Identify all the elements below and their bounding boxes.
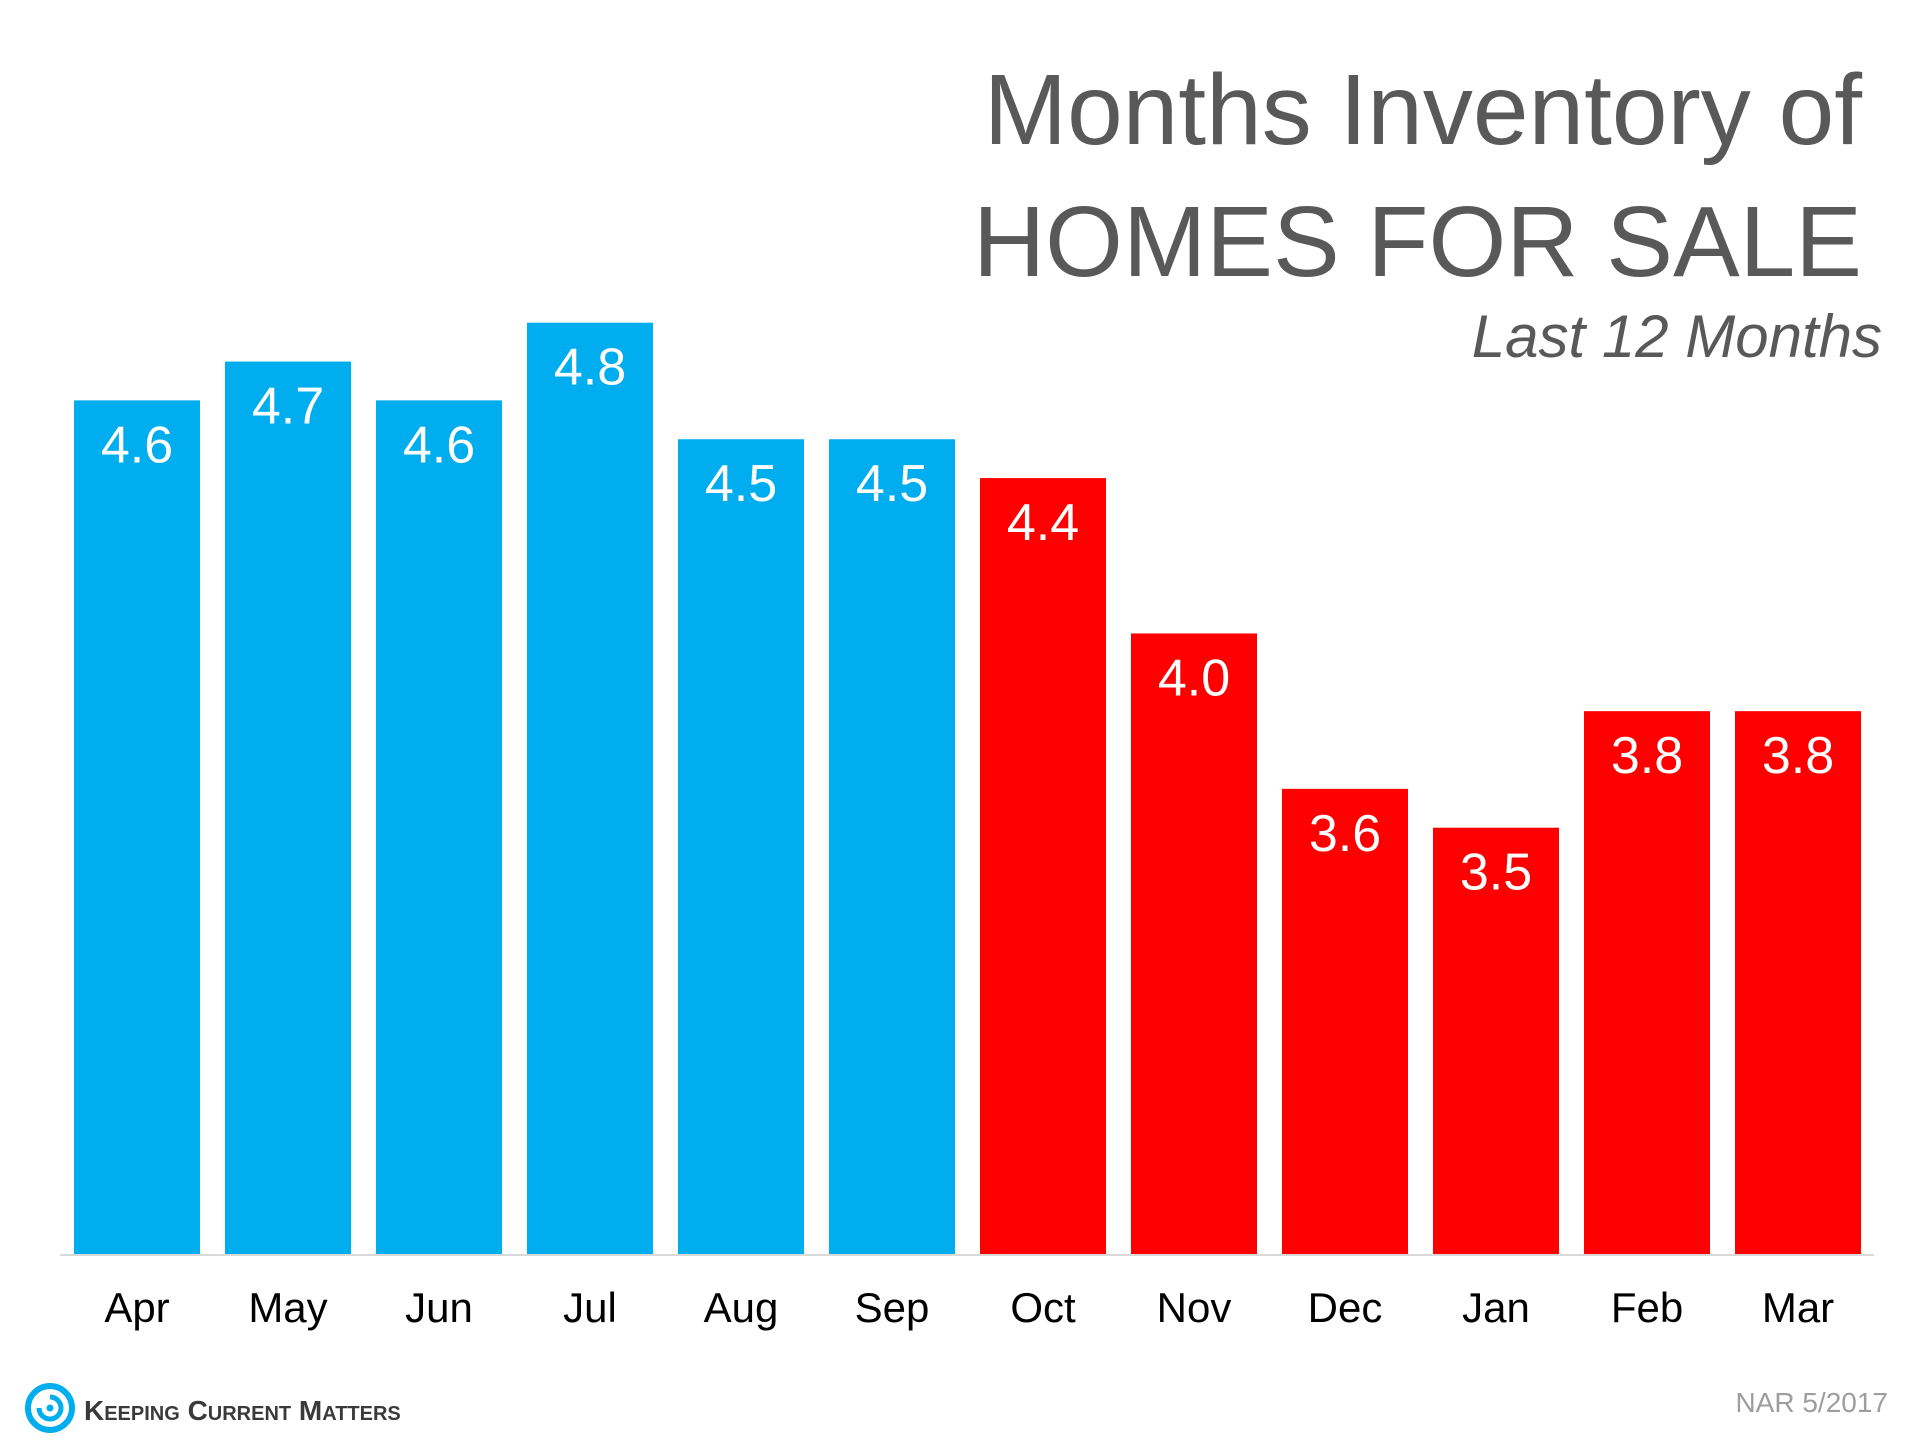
brand-name: Keeping Current Matters (84, 1395, 401, 1426)
chart-subtitle: Last 12 Months (1472, 303, 1882, 370)
value-label-jan: 3.5 (1460, 844, 1532, 902)
tick-label-sep: Sep (855, 1284, 930, 1331)
bars-group (74, 322, 1861, 1256)
tick-label-aug: Aug (704, 1284, 779, 1331)
value-labels-group: 4.6 4.7 4.6 4.8 4.5 4.5 4.4 4.0 3.6 3.5 3.8 3.8 (101, 339, 1834, 902)
value-label-sep: 4.5 (856, 455, 928, 513)
value-label-oct: 4.4 (1007, 494, 1079, 552)
bar-oct (980, 478, 1106, 1256)
tick-label-jun: Jun (405, 1284, 473, 1331)
bar-dec (1282, 788, 1408, 1255)
title-line-1: Months Inventory of (984, 54, 1862, 166)
tick-label-feb: Feb (1611, 1284, 1683, 1331)
bar-feb (1584, 711, 1710, 1255)
bar-may (225, 361, 351, 1255)
tick-label-dec: Dec (1308, 1284, 1383, 1331)
tick-label-jul: Jul (563, 1284, 617, 1331)
title-line-2: HOMES FOR SALE (973, 186, 1862, 298)
value-label-feb: 3.8 (1611, 727, 1683, 785)
tick-label-nov: Nov (1157, 1284, 1232, 1331)
value-label-aug: 4.5 (705, 455, 777, 513)
value-label-jul: 4.8 (554, 339, 626, 397)
brand-logo (25, 1383, 75, 1433)
tick-label-may: May (248, 1284, 327, 1331)
value-label-jun: 4.6 (403, 416, 475, 474)
tick-label-jan: Jan (1462, 1284, 1530, 1331)
chart-title: Months Inventory of HOMES FOR SALE (973, 54, 1862, 298)
tick-label-oct: Oct (1010, 1284, 1076, 1331)
x-tick-labels-group: Apr May Jun Jul Aug Sep Oct Nov Dec Jan Feb Mar (104, 1284, 1834, 1331)
bar-jul (527, 322, 653, 1255)
bar-jun (376, 400, 502, 1255)
value-label-dec: 3.6 (1309, 805, 1381, 863)
bar-nov (1131, 633, 1257, 1255)
bar-aug (678, 439, 804, 1255)
tick-label-apr: Apr (104, 1284, 169, 1331)
bar-mar (1735, 711, 1861, 1255)
value-label-may: 4.7 (252, 378, 324, 436)
swirl-logo-icon (25, 1383, 75, 1433)
tick-label-mar: Mar (1762, 1284, 1834, 1331)
bar-jan (1433, 827, 1559, 1255)
value-label-nov: 4.0 (1158, 649, 1230, 707)
bar-apr (74, 400, 200, 1255)
source-credit: NAR 5/2017 (1735, 1387, 1888, 1418)
bar-sep (829, 439, 955, 1255)
value-label-mar: 3.8 (1762, 727, 1834, 785)
value-label-apr: 4.6 (101, 416, 173, 474)
